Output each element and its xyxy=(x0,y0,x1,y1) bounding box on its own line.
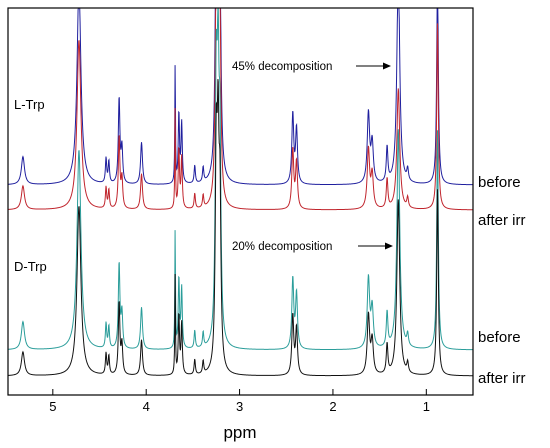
legend-d-trp-before: before xyxy=(478,329,521,346)
x-tick-label: 1 xyxy=(423,399,430,414)
x-tick-label: 3 xyxy=(236,399,243,414)
arrowhead-20-decomposition xyxy=(385,242,393,250)
spectrum-d-trp-before xyxy=(7,7,473,351)
annotation-20-decomposition: 20% decomposition xyxy=(232,241,332,253)
sample-label-l-trp: L-Trp xyxy=(14,97,45,112)
spectrum-l-trp-after-irr xyxy=(7,7,473,211)
spectrum-traces xyxy=(7,7,473,377)
spectrum-l-trp-before xyxy=(7,7,473,186)
legend-d-trp-after-irr: after irr xyxy=(478,370,526,387)
arrowhead-45-decomposition xyxy=(383,62,391,70)
annotation-45-decomposition: 45% decomposition xyxy=(232,61,332,73)
x-tick-label: 5 xyxy=(49,399,56,414)
sample-label-d-trp: D-Trp xyxy=(14,259,47,274)
x-axis-label: ppm xyxy=(223,423,256,442)
legend-l-trp-after-irr: after irr xyxy=(478,212,526,229)
legend-l-trp-before: before xyxy=(478,174,521,191)
x-tick-label: 2 xyxy=(329,399,336,414)
x-tick-label: 4 xyxy=(143,399,150,414)
plot-frame xyxy=(7,7,474,396)
spectrum-d-trp-after-irr xyxy=(7,79,473,377)
x-axis-ticks: 5 4 3 2 1 xyxy=(49,389,430,414)
